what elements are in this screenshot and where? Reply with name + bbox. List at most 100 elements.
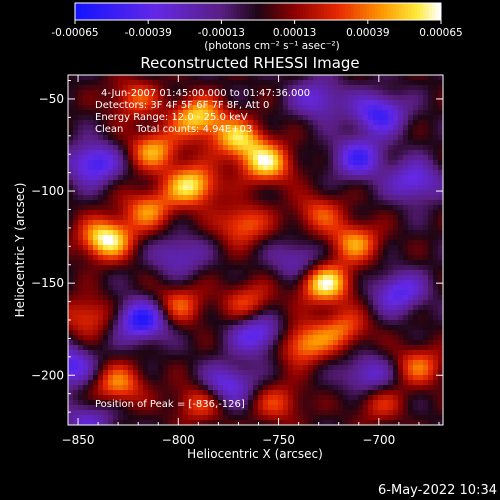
- heatmap-cell: [423, 120, 429, 126]
- colorbar-cell: [381, 3, 385, 20]
- heatmap-cell: [408, 275, 414, 281]
- heatmap-cell: [413, 285, 419, 291]
- heatmap-cell: [213, 380, 219, 386]
- heatmap-cell: [88, 345, 94, 351]
- heatmap-cell: [213, 160, 219, 166]
- heatmap-cell: [388, 120, 394, 126]
- heatmap-cell: [348, 150, 354, 156]
- heatmap-cell: [373, 135, 379, 141]
- heatmap-cell: [278, 370, 284, 376]
- heatmap-cell: [423, 265, 429, 271]
- heatmap-cell: [403, 155, 409, 161]
- heatmap-cell: [333, 295, 339, 301]
- heatmap-cell: [438, 300, 444, 306]
- heatmap-cell: [178, 360, 184, 366]
- heatmap-cell: [383, 105, 389, 111]
- heatmap-cell: [423, 350, 429, 356]
- heatmap-cell: [308, 375, 314, 381]
- heatmap-cell: [378, 290, 384, 296]
- colorbar-cell: [126, 3, 130, 20]
- heatmap-cell: [208, 265, 214, 271]
- heatmap-cell: [118, 75, 124, 81]
- heatmap-cell: [223, 75, 229, 81]
- heatmap-cell: [368, 245, 374, 251]
- heatmap-cell: [203, 390, 209, 396]
- heatmap-cell: [308, 190, 314, 196]
- heatmap-cell: [133, 330, 139, 336]
- heatmap-cell: [153, 345, 159, 351]
- heatmap-cell: [378, 305, 384, 311]
- heatmap-cell: [208, 220, 214, 226]
- heatmap-cell: [413, 150, 419, 156]
- heatmap-cell: [423, 185, 429, 191]
- heatmap-cell: [433, 305, 439, 311]
- heatmap-cell: [268, 380, 274, 386]
- heatmap-cell: [268, 340, 274, 346]
- heatmap-cell: [438, 305, 444, 311]
- heatmap-cell: [108, 315, 114, 321]
- heatmap-cell: [438, 270, 444, 276]
- heatmap-cell: [408, 105, 414, 111]
- heatmap-cell: [428, 230, 434, 236]
- heatmap-cell: [143, 285, 149, 291]
- heatmap-cell: [373, 370, 379, 376]
- heatmap-cell: [333, 340, 339, 346]
- heatmap-cell: [363, 80, 369, 86]
- heatmap-cell: [418, 145, 424, 151]
- heatmap-cell: [358, 185, 364, 191]
- heatmap-cell: [258, 160, 264, 166]
- heatmap-cell: [243, 90, 249, 96]
- heatmap-cell: [428, 85, 434, 91]
- heatmap-cell: [78, 160, 84, 166]
- heatmap-cell: [393, 235, 399, 241]
- heatmap-cell: [368, 125, 374, 131]
- heatmap-cell: [313, 295, 319, 301]
- heatmap-cell: [223, 80, 229, 86]
- colorbar-cell: [93, 3, 97, 20]
- heatmap-cell: [408, 300, 414, 306]
- heatmap-cell: [78, 155, 84, 161]
- heatmap-cell: [308, 330, 314, 336]
- heatmap-cell: [193, 170, 199, 176]
- heatmap-cell: [218, 300, 224, 306]
- heatmap-cell: [218, 85, 224, 91]
- heatmap-cell: [153, 245, 159, 251]
- heatmap-cell: [358, 270, 364, 276]
- colorbar-cell: [123, 3, 127, 20]
- heatmap-cell: [278, 220, 284, 226]
- heatmap-cell: [303, 155, 309, 161]
- heatmap-cell: [383, 265, 389, 271]
- heatmap-cell: [108, 300, 114, 306]
- heatmap-cell: [258, 230, 264, 236]
- heatmap-cell: [293, 290, 299, 296]
- heatmap-cell: [238, 305, 244, 311]
- heatmap-cell: [308, 290, 314, 296]
- heatmap-cell: [123, 75, 129, 81]
- heatmap-cell: [293, 295, 299, 301]
- heatmap-cell: [148, 275, 154, 281]
- heatmap-cell: [88, 310, 94, 316]
- heatmap-cell: [243, 270, 249, 276]
- heatmap-cell: [158, 335, 164, 341]
- heatmap-cell: [123, 325, 129, 331]
- heatmap-cell: [358, 240, 364, 246]
- heatmap-cell: [388, 365, 394, 371]
- heatmap-cell: [163, 345, 169, 351]
- colorbar-cell: [369, 3, 373, 20]
- heatmap-cell: [88, 130, 94, 136]
- heatmap-cell: [83, 90, 89, 96]
- heatmap-cell: [223, 370, 229, 376]
- heatmap-cell: [408, 115, 414, 121]
- heatmap-cell: [323, 155, 329, 161]
- heatmap-cell: [333, 220, 339, 226]
- heatmap-cell: [193, 355, 199, 361]
- heatmap-cell: [408, 195, 414, 201]
- heatmap-cell: [68, 335, 74, 341]
- heatmap-cell: [93, 390, 99, 396]
- heatmap-cell: [168, 385, 174, 391]
- heatmap-cell: [408, 140, 414, 146]
- heatmap-cell: [83, 320, 89, 326]
- heatmap-cell: [288, 75, 294, 81]
- heatmap-cell: [288, 320, 294, 326]
- heatmap-cell: [103, 145, 109, 151]
